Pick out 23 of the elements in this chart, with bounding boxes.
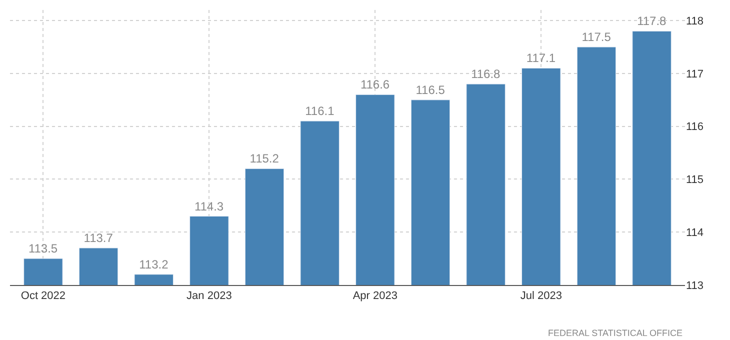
y-tick-label: 116 <box>686 121 704 134</box>
x-tick-label: Apr 2023 <box>352 290 398 302</box>
data-label: 117.1 <box>526 51 556 66</box>
data-label: 117.8 <box>637 14 667 28</box>
data-label: 117.5 <box>582 30 612 44</box>
data-label: 116.1 <box>305 104 335 118</box>
data-label: 115.2 <box>250 152 280 166</box>
data-label: 116.8 <box>471 67 501 82</box>
data-label: 114.3 <box>194 199 224 214</box>
data-label: 113.5 <box>28 242 58 256</box>
x-tick-label: Oct 2022 <box>20 290 66 302</box>
x-tick-label: Jul 2023 <box>520 290 562 302</box>
text: FEDERAL STATISTICAL OFFICE <box>548 328 683 338</box>
data-label: 113.2 <box>139 257 169 272</box>
data-label: 116.5 <box>416 82 446 97</box>
y-tick-label: 114 <box>686 226 704 239</box>
data-label: 113.7 <box>84 230 114 245</box>
y-tick-label: 113 <box>686 280 704 292</box>
y-tick-label: 117 <box>686 68 704 80</box>
y-tick-label: 115 <box>686 174 704 186</box>
x-tick-label: Jan 2023 <box>186 290 232 302</box>
data-label: 116.6 <box>360 78 390 92</box>
y-tick-label: 118 <box>686 15 704 28</box>
